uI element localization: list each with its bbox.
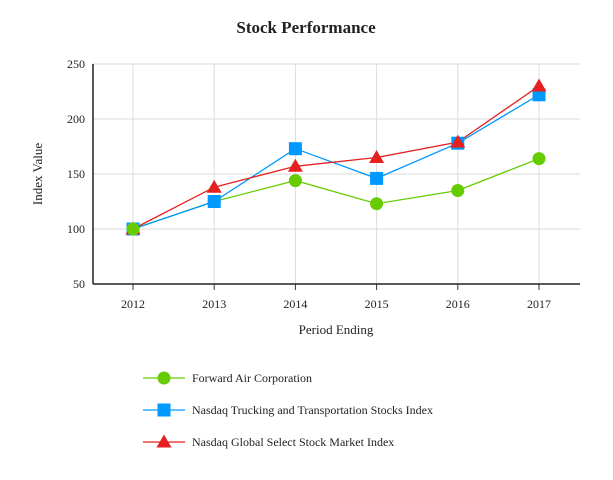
series-line-2 [132, 85, 540, 230]
triangle-marker [156, 434, 172, 448]
y-tick-label: 100 [67, 222, 85, 236]
circle-marker [370, 197, 384, 211]
chart-title: Stock Performance [236, 18, 376, 37]
legend-label: Forward Air Corporation [192, 371, 312, 385]
y-tick-label: 150 [67, 167, 85, 181]
triangle-marker [206, 179, 222, 193]
circle-marker [126, 222, 140, 236]
square-marker [207, 195, 221, 208]
circle-marker [157, 371, 171, 385]
x-tick-label: 2013 [202, 297, 226, 311]
triangle-marker [369, 150, 385, 163]
triangle-marker [450, 134, 466, 148]
x-tick-label: 2012 [121, 297, 145, 311]
y-axis-label: Index Value [30, 143, 45, 205]
legend-label: Nasdaq Global Select Stock Market Index [192, 435, 394, 449]
series-line-1 [132, 94, 540, 230]
triangle-marker [287, 158, 303, 172]
circle-marker [288, 174, 302, 188]
square-marker [157, 403, 171, 417]
square-marker [288, 142, 302, 156]
y-tick-label: 200 [67, 112, 85, 126]
legend-label: Nasdaq Trucking and Transportation Stock… [192, 403, 433, 417]
x-axis-label: Period Ending [299, 322, 374, 337]
x-tick-label: 2017 [527, 297, 551, 311]
series-line-0 [132, 157, 540, 230]
x-tick-label: 2016 [446, 297, 470, 311]
x-tick-label: 2015 [365, 297, 389, 311]
circle-marker [532, 152, 546, 166]
y-tick-label: 250 [67, 57, 85, 71]
triangle-marker [531, 78, 547, 92]
x-tick-label: 2014 [283, 297, 307, 311]
circle-marker [451, 184, 465, 197]
square-marker [532, 88, 546, 102]
square-marker [370, 171, 384, 185]
y-tick-label: 50 [73, 277, 85, 291]
